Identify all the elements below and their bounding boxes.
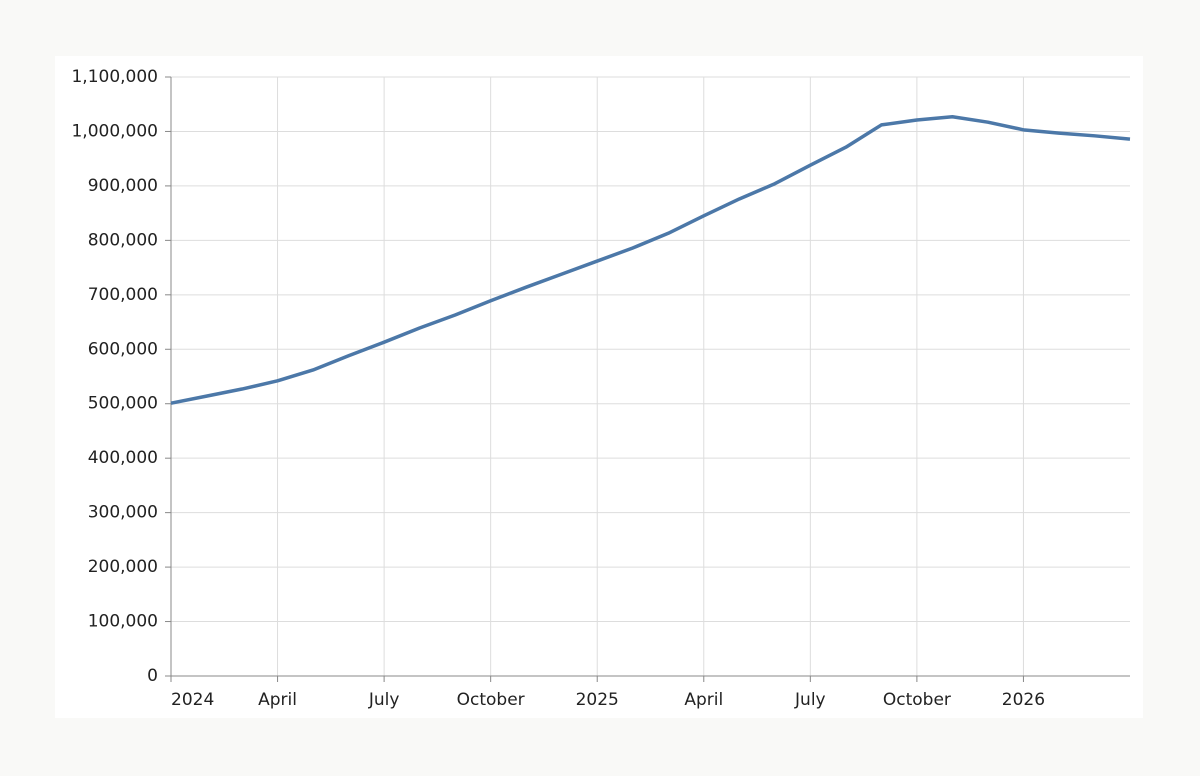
y-tick-label: 1,000,000 bbox=[71, 121, 158, 141]
x-tick-label: 2025 bbox=[576, 690, 619, 710]
y-tick-label: 0 bbox=[147, 666, 158, 686]
y-tick-label: 1,100,000 bbox=[71, 67, 158, 87]
y-tick-label: 900,000 bbox=[88, 176, 158, 196]
x-tick-label: July bbox=[794, 690, 826, 710]
y-tick-label: 400,000 bbox=[88, 448, 158, 468]
plot-background bbox=[55, 56, 1143, 718]
y-tick-label: 300,000 bbox=[88, 503, 158, 523]
x-tick-label: April bbox=[258, 690, 297, 710]
y-tick-label: 500,000 bbox=[88, 394, 158, 414]
x-tick-label: October bbox=[457, 690, 525, 710]
line bbox=[170, 115, 1131, 405]
y-tick-label: 700,000 bbox=[88, 285, 158, 305]
y-tick-label: 800,000 bbox=[88, 230, 158, 250]
x-tick-label: 2026 bbox=[1002, 690, 1045, 710]
x-tick-label: July bbox=[368, 690, 400, 710]
x-tick-label: April bbox=[684, 690, 723, 710]
y-tick-label: 600,000 bbox=[88, 339, 158, 359]
x-tick-label: October bbox=[883, 690, 951, 710]
y-tick-label: 200,000 bbox=[88, 557, 158, 577]
x-tick-label: 2024 bbox=[171, 690, 214, 710]
y-tick-label: 100,000 bbox=[88, 612, 158, 632]
